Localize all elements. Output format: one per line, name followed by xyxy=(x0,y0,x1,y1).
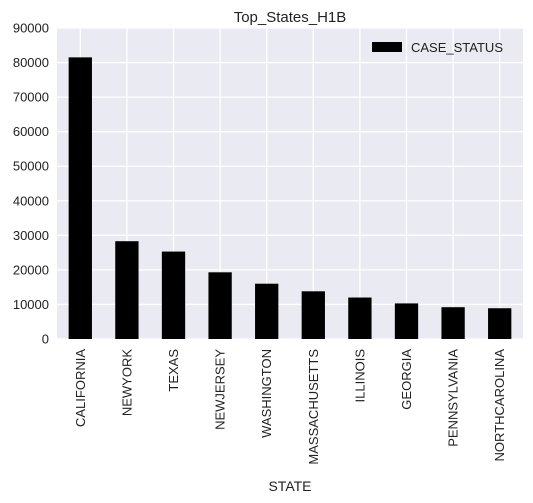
x-axis-ticks: CALIFORNIA NEWYORK TEXAS NEWJERSEY WASHINGTO… xyxy=(73,349,507,465)
x-tick-label: ILLINOIS xyxy=(352,349,367,403)
x-tick-label: NORTHCAROLINA xyxy=(492,349,507,462)
x-tick-label: TEXAS xyxy=(166,349,181,392)
y-tick-label: 60000 xyxy=(13,124,49,139)
x-axis-label: STATE xyxy=(268,478,311,494)
legend-label: CASE_STATUS xyxy=(411,40,503,55)
bar-washington xyxy=(255,283,279,339)
legend-swatch xyxy=(372,42,402,52)
x-tick-label: MASSACHUSETTS xyxy=(306,349,321,465)
x-tick-label: PENNSYLVANIA xyxy=(446,349,461,447)
y-tick-label: 70000 xyxy=(13,90,49,105)
y-tick-label: 80000 xyxy=(13,55,49,70)
x-tick-label: NEWJERSEY xyxy=(213,349,228,430)
y-tick-label: 90000 xyxy=(13,21,49,36)
y-tick-label: 30000 xyxy=(13,228,49,243)
bar-georgia xyxy=(394,303,419,339)
bars xyxy=(68,57,512,339)
bar-texas xyxy=(161,251,186,339)
y-tick-label: 50000 xyxy=(13,159,49,174)
bar-massachusetts xyxy=(301,291,325,339)
y-tick-label: 20000 xyxy=(13,262,49,277)
x-tick-label: NEWYORK xyxy=(119,349,134,417)
bar-illinois xyxy=(348,297,372,339)
bar-newyork xyxy=(115,241,139,339)
x-tick-label: WASHINGTON xyxy=(259,349,274,438)
y-tick-label: 0 xyxy=(42,332,49,347)
chart-title: Top_States_H1B xyxy=(234,9,347,26)
x-tick-label: GEORGIA xyxy=(399,349,414,410)
bar-northcarolina xyxy=(488,308,512,339)
legend: CASE_STATUS xyxy=(372,40,503,55)
y-tick-label: 40000 xyxy=(13,193,49,208)
y-tick-label: 10000 xyxy=(13,297,49,312)
bar-newjersey xyxy=(208,272,232,339)
bar-california xyxy=(68,57,92,339)
x-tick-label: CALIFORNIA xyxy=(73,349,88,427)
bar-pennsylvania xyxy=(441,307,465,339)
y-axis-ticks: 0 10000 20000 30000 40000 50000 60000 70000 8000… xyxy=(13,21,49,347)
